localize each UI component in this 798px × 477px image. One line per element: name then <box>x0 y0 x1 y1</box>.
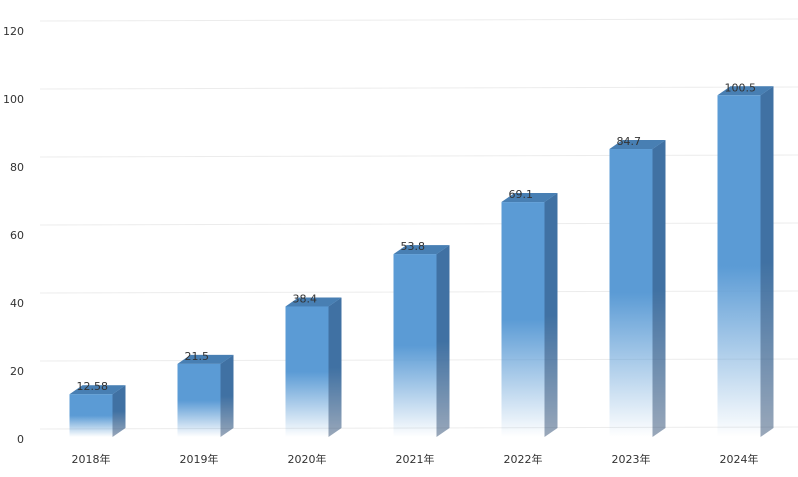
value-label: 12.58 <box>77 380 109 393</box>
bar <box>69 394 113 437</box>
bar-side <box>544 193 558 437</box>
grid-line <box>39 18 798 22</box>
bar <box>717 95 761 438</box>
x-tick-label: 2018年 <box>72 452 111 466</box>
bar-top-shade <box>609 140 666 150</box>
bar-top <box>177 354 234 364</box>
x-tick-label: 2024年 <box>720 452 759 466</box>
bar-top <box>717 86 774 96</box>
grid-line <box>39 154 798 158</box>
value-label: 21.5 <box>185 350 210 363</box>
bar-side-shade <box>112 385 126 437</box>
bar-top-shade <box>69 385 126 395</box>
bar-side <box>328 297 342 437</box>
bar <box>285 306 329 437</box>
value-label: 69.1 <box>509 188 534 201</box>
bar-side <box>220 354 234 437</box>
y-tick-label: 80 <box>10 161 24 174</box>
bar <box>501 202 545 437</box>
bar-top <box>501 193 558 203</box>
bar <box>393 254 437 437</box>
value-label: 100.5 <box>725 81 757 94</box>
bar-side <box>436 245 450 437</box>
x-tick-label: 2022年 <box>504 452 543 466</box>
y-tick-label: 0 <box>17 433 24 446</box>
bar-top <box>393 245 450 255</box>
bar-side-shade <box>436 245 450 437</box>
bar-side-shade <box>760 86 774 438</box>
x-tick-label: 2019年 <box>180 452 219 466</box>
grid-line <box>39 222 798 226</box>
bar-side-shade <box>544 193 558 437</box>
bar-top <box>69 385 126 395</box>
y-tick-label: 60 <box>10 229 24 242</box>
bar-side <box>652 140 666 437</box>
bar <box>609 149 653 437</box>
bar-top-shade <box>501 193 558 203</box>
y-tick-label: 120 <box>3 25 24 38</box>
value-label: 84.7 <box>617 135 642 148</box>
y-tick-label: 20 <box>10 365 24 378</box>
bar-top-shade <box>285 297 342 307</box>
bar-top-shade <box>717 86 774 96</box>
bar <box>177 363 221 437</box>
bar-side <box>760 86 774 438</box>
bar-side-shade <box>652 140 666 437</box>
y-tick-label: 100 <box>3 93 24 106</box>
x-tick-label: 2020年 <box>288 452 327 466</box>
y-tick-label: 40 <box>10 297 24 310</box>
value-label: 53.8 <box>401 240 426 253</box>
bar-top <box>609 140 666 150</box>
grid-line <box>39 86 798 90</box>
bar-top-shade <box>177 354 234 364</box>
bar-side-shade <box>220 354 234 437</box>
bar-top <box>285 297 342 307</box>
bar-side-shade <box>328 297 342 437</box>
x-tick-label: 2023年 <box>612 452 651 466</box>
bar-side <box>112 385 126 437</box>
value-label: 38.4 <box>293 292 318 305</box>
bar-top-shade <box>393 245 450 255</box>
x-tick-label: 2021年 <box>396 452 435 466</box>
